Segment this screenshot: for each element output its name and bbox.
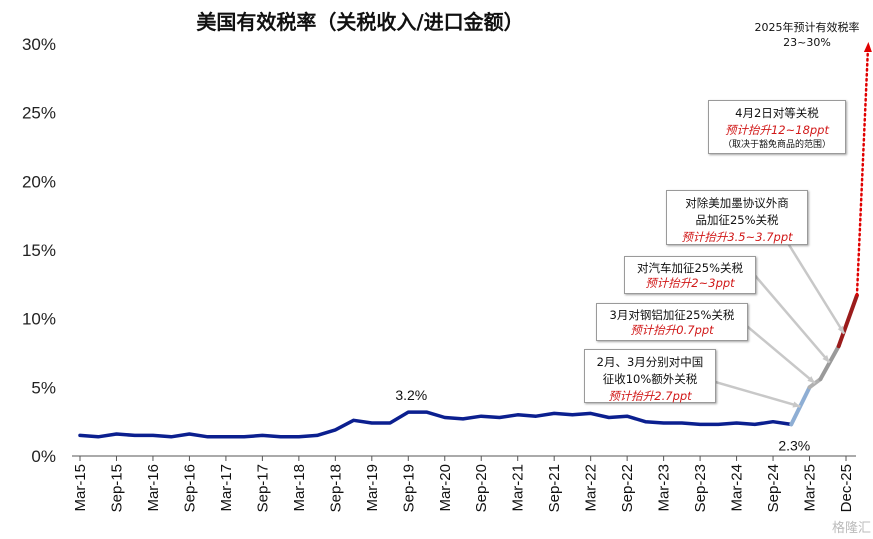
x-tick-label: Dec-25 <box>838 464 855 512</box>
annotation-auto-tariff: 对汽车加征25%关税 预计抬升2~3ppt <box>624 256 756 294</box>
x-tick-label: Sep-15 <box>108 464 125 512</box>
y-tick-label: 5% <box>31 378 56 397</box>
series-line <box>78 410 794 439</box>
data-label: 3.2% <box>395 387 427 403</box>
y-tick-label: 30% <box>22 35 56 54</box>
callout-arrow <box>784 239 846 335</box>
callout-arrow <box>751 271 831 364</box>
annotation-china-impact: 预计抬升2.7ppt <box>608 389 692 403</box>
x-tick-label: Sep-24 <box>765 464 782 512</box>
y-tick-label: 20% <box>22 172 56 191</box>
watermark-text: 格隆汇 <box>831 521 871 536</box>
axes-layer: 0% 5% 10% 15% 20% 25% 30% Mar-15 Sep-15 Mar-16 Sep… <box>22 35 856 512</box>
x-tick-label: Sep-23 <box>692 464 709 512</box>
x-tick-label: Sep-22 <box>619 464 636 512</box>
projection-segment <box>836 293 859 349</box>
callout-arrowhead <box>822 354 830 363</box>
callout-arrowhead <box>837 325 845 334</box>
x-tick-label: Sep-17 <box>254 464 271 512</box>
annotation-target-rate-line1: 2025年预计有效税率 <box>754 21 860 34</box>
x-tick-label: Sep-18 <box>327 464 344 512</box>
x-tick-label: Sep-20 <box>473 464 490 512</box>
annotation-non-usmca-tariff: 对除美加墨协议外商 品加征25%关税 预计抬升3.5~3.7ppt <box>666 190 808 245</box>
x-tick-label: Sep-16 <box>181 464 198 512</box>
target-range-arrowhead <box>863 42 872 52</box>
x-tick-label: Sep-21 <box>546 464 563 512</box>
annotation-steel-line1: 3月对钢铝加征25%关税 <box>609 308 735 322</box>
annotation-auto-line1: 对汽车加征25%关税 <box>636 261 744 275</box>
callout-arrowhead <box>807 376 815 384</box>
x-tick-label: Mar-18 <box>291 464 308 512</box>
y-tick-label: 0% <box>31 447 56 466</box>
label-layer: 3.2% 2.3% <box>395 387 810 453</box>
callout-arrowhead <box>792 401 801 408</box>
y-tick-label: 25% <box>22 104 56 123</box>
annotation-non-usmca-impact: 预计抬升3.5~3.7ppt <box>681 230 793 244</box>
annotation-steel-aluminum-tariff: 3月对钢铝加征25%关税 预计抬升0.7ppt <box>596 303 748 341</box>
x-tick-label: Mar-17 <box>218 464 235 512</box>
x-tick-label: Mar-24 <box>729 464 746 512</box>
callout-arrow <box>711 379 801 408</box>
annotation-non-usmca-line2: 品加征25%关税 <box>695 213 779 227</box>
annotation-reciprocal-tariff: 4月2日对等关税 预计抬升12~18ppt （取决于豁免商品的范围） <box>708 100 846 154</box>
y-tick-label: 10% <box>22 310 56 329</box>
x-tick-label: Mar-23 <box>656 464 673 512</box>
annotation-reciprocal-line1: 4月2日对等关税 <box>735 106 819 120</box>
target-range-dotted-line <box>855 48 870 297</box>
annotation-auto-impact: 预计抬升2~3ppt <box>645 276 735 290</box>
x-tick-label: Sep-19 <box>400 464 417 512</box>
x-tick-label: Mar-21 <box>510 464 527 512</box>
annotation-target-rate-line2: 23~30% <box>783 36 831 49</box>
annotation-non-usmca-line1: 对除美加墨协议外商 <box>685 196 789 210</box>
x-tick-label: Mar-15 <box>72 464 89 512</box>
annotation-china-line1: 2月、3月分别对中国 <box>596 355 704 369</box>
annotation-steel-impact: 预计抬升0.7ppt <box>630 323 714 337</box>
x-tick-label: Mar-19 <box>364 464 381 512</box>
x-tick-label: Mar-22 <box>583 464 600 512</box>
y-tick-label: 15% <box>22 241 56 260</box>
arrow-layer <box>711 239 846 408</box>
chart-title: 美国有效税率（关税收入/进口金额） <box>196 10 524 34</box>
callout-arrow <box>741 321 816 385</box>
data-label: 2.3% <box>778 437 810 453</box>
annotation-reciprocal-note: （取决于豁免商品的范围） <box>722 140 831 150</box>
x-tick-label: Mar-16 <box>145 464 162 512</box>
annotation-target-rate: 2025年预计有效税率 23~30% <box>752 20 862 50</box>
annotation-china-tariff: 2月、3月分别对中国 征收10%额外关税 预计抬升2.7ppt <box>584 349 716 403</box>
x-tick-label: Mar-20 <box>437 464 454 512</box>
annotation-china-line2: 征收10%额外关税 <box>602 372 698 386</box>
annotation-reciprocal-impact: 预计抬升12~18ppt <box>724 123 829 137</box>
x-tick-label: Mar-25 <box>802 464 819 512</box>
